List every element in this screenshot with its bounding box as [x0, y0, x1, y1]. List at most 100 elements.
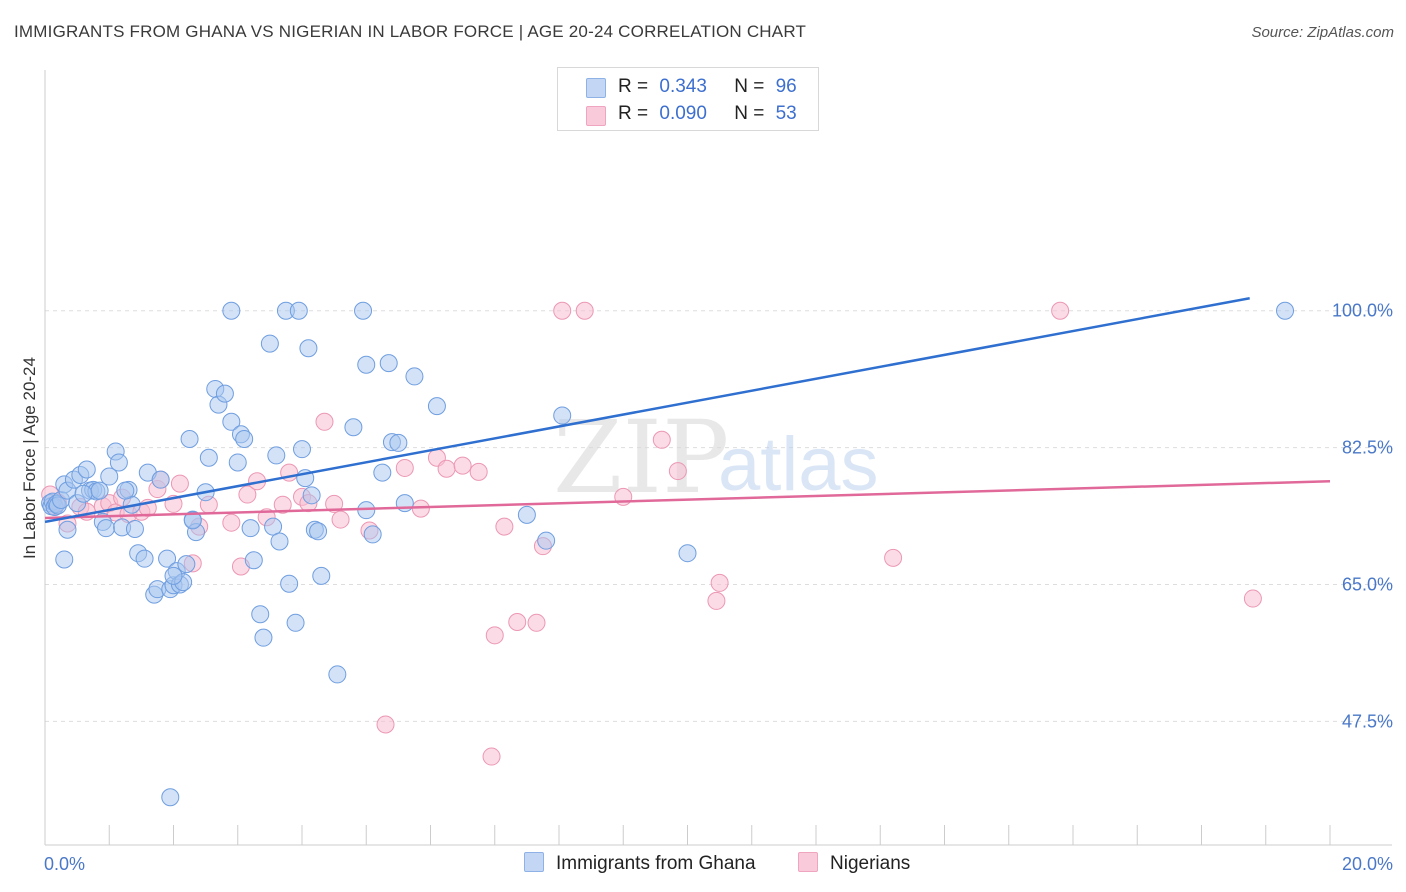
ghana-point: [270, 532, 289, 551]
nigerians-point: [527, 613, 546, 632]
nigerians-point: [222, 513, 241, 532]
ghana-point: [235, 430, 254, 449]
ghana-point: [55, 550, 74, 569]
ghana-point: [389, 433, 408, 452]
nigerians-point: [453, 456, 472, 475]
y-tick-label: 65.0%: [1342, 574, 1393, 594]
ghana-point: [280, 574, 299, 593]
ghana-n-value: 96: [775, 76, 797, 97]
ghana-point: [264, 517, 283, 536]
nigerians-point: [469, 462, 488, 481]
nigerians-point: [315, 412, 334, 431]
ghana-point: [405, 367, 424, 386]
ghana-point: [309, 522, 328, 541]
ghana-point: [289, 301, 308, 320]
ghana-point: [161, 788, 180, 807]
nigerians-point: [707, 591, 726, 610]
ghana-point: [100, 467, 119, 486]
chart-title: IMMIGRANTS FROM GHANA VS NIGERIAN IN LAB…: [14, 22, 807, 41]
watermark: ZIP atlas: [553, 399, 879, 516]
ghana-point: [116, 481, 135, 500]
nigerians-point: [668, 462, 687, 481]
nigerians-point: [508, 613, 527, 632]
ghana-points: [41, 301, 1295, 807]
ghana-r-label: R =: [618, 76, 649, 97]
x-tick-label: 20.0%: [1342, 854, 1393, 874]
ghana-point: [183, 511, 202, 530]
nigerians-point: [273, 495, 292, 514]
ghana-point: [215, 384, 234, 403]
nigeria-r-label: R =: [618, 103, 649, 124]
ghana-legend-row: R = 0.343 N = 96: [618, 76, 797, 98]
nigeria-n-label: N =: [734, 103, 765, 124]
ghana-point: [354, 301, 373, 320]
watermark-zip: ZIP: [553, 399, 729, 516]
ghana-point: [241, 519, 260, 538]
ghana-point: [90, 481, 109, 500]
ghana-point: [328, 665, 347, 684]
ghana-swatch: [586, 78, 606, 98]
gridlines: [45, 310, 1390, 722]
ghana-point: [151, 470, 170, 489]
ghana-r-value: 0.343: [659, 76, 707, 97]
ghana-point: [293, 440, 311, 459]
ghana-point: [267, 446, 286, 465]
y-tick-label: 82.5%: [1342, 438, 1393, 458]
y-axis-label: In Labor Force | Age 20-24: [20, 357, 39, 559]
series-legend-ghana: Immigrants from Ghana: [524, 852, 756, 875]
nigerians-point: [884, 548, 903, 567]
nigeria-r-value: 0.090: [659, 103, 707, 124]
nigerians-point: [238, 485, 257, 504]
ghana-point: [344, 418, 363, 437]
ghana-point: [299, 339, 318, 358]
ghana-point: [286, 613, 305, 632]
ghana-point: [58, 520, 77, 539]
ghana-point: [379, 354, 398, 373]
ghana-point: [97, 519, 116, 538]
nigeria-legend-row: R = 0.090 N = 53: [618, 103, 797, 125]
ghana-point: [180, 430, 199, 449]
nigerians-point: [1051, 301, 1070, 320]
nigeria-legend-label: Nigerians: [830, 853, 911, 874]
nigerians-point: [485, 626, 504, 645]
nigerians-point: [395, 458, 414, 477]
nigerians-point: [553, 301, 572, 320]
ghana-point: [427, 397, 446, 416]
nigeria-swatch: [586, 106, 606, 126]
nigerians-point: [495, 517, 514, 536]
x-tick-labels: 0.0% 20.0%: [44, 854, 1393, 874]
ghana-point: [199, 448, 218, 467]
nigerians-point: [437, 459, 456, 478]
nigerians-point: [652, 430, 671, 449]
y-tick-labels: 47.5% 65.0% 82.5% 100.0%: [1332, 301, 1393, 732]
watermark-atlas: atlas: [718, 422, 879, 507]
ghana-point: [222, 412, 241, 431]
y-tick-label: 100.0%: [1332, 301, 1393, 321]
nigerians-point: [170, 474, 189, 493]
ghana-point: [254, 628, 273, 647]
ghana-point: [537, 531, 556, 550]
ghana-point: [109, 453, 128, 472]
nigerians-point: [710, 573, 729, 592]
y-tick-label: 47.5%: [1342, 711, 1393, 731]
nigerians-point: [482, 747, 501, 766]
ghana-point: [357, 355, 376, 374]
ghana-point: [302, 486, 321, 505]
ghana-point: [244, 551, 263, 570]
correlation-legend: R = 0.343 N = 96 R = 0.090 N = 53: [557, 67, 819, 131]
nigerians-points: [41, 301, 1262, 766]
x-tick-label: 0.0%: [44, 854, 85, 874]
nigerians-point: [331, 510, 350, 529]
ghana-point: [373, 463, 392, 482]
ghana-point: [1276, 301, 1295, 320]
ghana-point: [517, 505, 536, 524]
ghana-point: [260, 334, 279, 353]
nigeria-n-value: 53: [775, 103, 797, 124]
ghana-point: [363, 525, 382, 544]
ghana-point: [228, 453, 247, 472]
ghana-point: [553, 406, 572, 425]
ghana-legend-label: Immigrants from Ghana: [556, 853, 756, 874]
ghana-point: [77, 460, 96, 479]
nigerians-point: [376, 715, 395, 734]
